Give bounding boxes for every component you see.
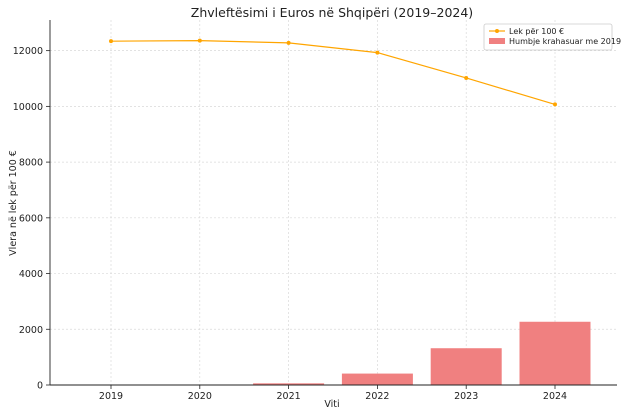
legend: Lek për 100 € Humbje krahasuar me 2019 (483, 23, 621, 51)
line-layer (109, 38, 557, 107)
bar (253, 383, 325, 385)
x-tick-label: 2023 (454, 391, 478, 402)
data-point (375, 50, 380, 55)
y-tick-label: 6000 (19, 213, 43, 224)
legend-label-line: Lek për 100 € (509, 27, 564, 36)
x-axis-label: Viti (324, 399, 339, 410)
legend-box (483, 23, 613, 51)
legend-bar-swatch (489, 38, 505, 44)
y-tick-label: 0 (37, 381, 43, 392)
y-tick-label: 10000 (13, 102, 43, 113)
bar-layer (253, 321, 591, 385)
data-point (286, 40, 291, 45)
legend-label-bar: Humbje krahasuar me 2019 (509, 37, 621, 46)
data-point (197, 38, 202, 43)
chart-title: Zhvleftësimi i Euros në Shqipëri (2019–2… (191, 5, 473, 20)
y-tick-label: 12000 (13, 46, 43, 57)
y-tick-label: 8000 (19, 158, 43, 169)
x-tick-label: 2021 (277, 391, 301, 402)
x-tick-label: 2024 (543, 391, 567, 402)
y-tick-label: 4000 (19, 269, 43, 280)
series-line (110, 40, 556, 105)
data-point (464, 75, 469, 80)
bar (519, 321, 591, 385)
data-point (109, 39, 113, 44)
x-tick-label: 2020 (188, 391, 212, 402)
axis-layer: 0 2000 4000 6000 8000 10000 12000 2019 2020 2021 2… (13, 20, 617, 402)
bar (341, 373, 413, 385)
x-tick-label: 2022 (365, 391, 389, 402)
data-point (553, 102, 557, 107)
legend-line-marker (495, 29, 499, 33)
y-axis-label: Vlera në lek për 100 € (8, 150, 19, 256)
bar (430, 348, 502, 385)
x-tick-label: 2019 (99, 391, 123, 402)
y-tick-label: 2000 (19, 325, 43, 336)
